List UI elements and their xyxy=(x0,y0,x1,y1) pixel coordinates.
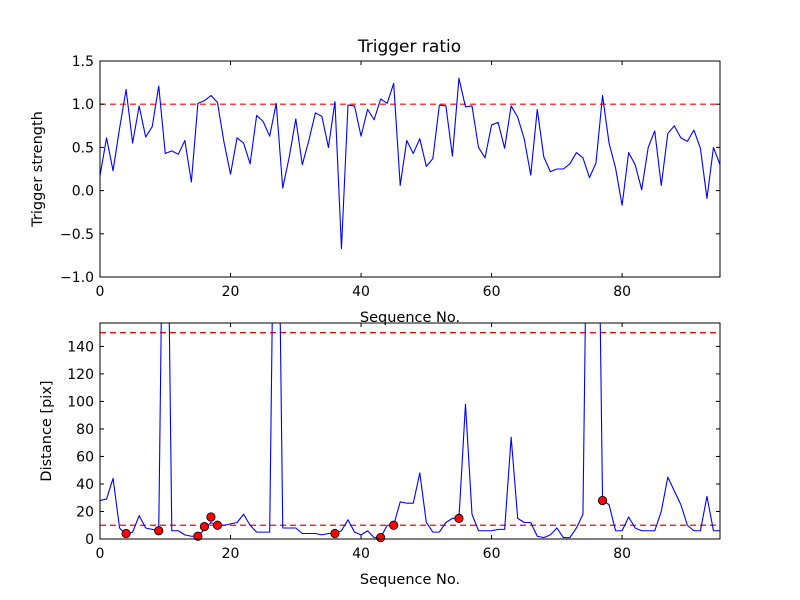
y-axis-ticks: −1.0 −0.5 0.0 0.5 1.0 1.5 xyxy=(60,54,720,286)
data-point xyxy=(193,531,203,541)
y-tick-label: 80 xyxy=(76,422,94,438)
x-axis-ticks: 0 20 40 60 80 xyxy=(96,323,631,562)
y-tick-label: 1.5 xyxy=(72,54,94,70)
x-axis-label: Sequence No. xyxy=(360,310,460,326)
x-tick-label: 40 xyxy=(352,546,370,562)
data-point xyxy=(330,528,340,539)
x-tick-label: 40 xyxy=(352,284,370,300)
y-tick-label: 40 xyxy=(76,477,94,493)
x-tick-label: 20 xyxy=(222,546,240,562)
y-tick-label: 0 xyxy=(85,532,94,548)
data-point xyxy=(199,522,210,532)
distance-chart: 0 20 40 60 80 0 20 40 60 80 100 120 140 Sequence No… xyxy=(39,322,721,588)
y-tick-label: 100 xyxy=(67,394,94,410)
data-point xyxy=(121,528,131,539)
chart-title: Trigger ratio xyxy=(357,37,461,57)
data-point xyxy=(206,512,216,522)
series-group xyxy=(100,77,720,250)
marker-group xyxy=(121,495,608,543)
data-point xyxy=(454,513,464,523)
y-tick-label: 140 xyxy=(67,339,94,355)
y-tick-label: 20 xyxy=(76,504,94,520)
x-axis-label: Sequence No. xyxy=(360,572,460,588)
data-point xyxy=(376,533,386,543)
y-axis-label: Distance [pix] xyxy=(39,380,55,481)
data-point xyxy=(154,526,164,536)
y-tick-label: 120 xyxy=(67,367,94,383)
series-line xyxy=(100,77,720,250)
plot-frame xyxy=(99,60,721,278)
y-tick-label: 0.0 xyxy=(72,184,94,200)
x-tick-label: 0 xyxy=(96,284,105,300)
y-tick-label: −0.5 xyxy=(60,227,94,243)
data-point xyxy=(212,520,223,530)
x-tick-label: 60 xyxy=(483,546,501,562)
y-axis-ticks: 0 20 40 60 80 100 120 140 xyxy=(67,339,720,548)
y-tick-label: −1.0 xyxy=(60,270,94,286)
x-tick-label: 80 xyxy=(613,284,631,300)
x-tick-label: 20 xyxy=(222,284,240,300)
data-point xyxy=(597,495,608,506)
y-tick-label: 1.0 xyxy=(72,97,94,113)
y-tick-label: 60 xyxy=(76,449,94,465)
data-point xyxy=(389,520,399,530)
x-tick-label: 60 xyxy=(483,284,501,300)
x-tick-label: 80 xyxy=(613,546,631,562)
trigger-ratio-chart: Trigger ratio 0 20 40 60 80 −1.0 −0.5 0.0 0.5 1.… xyxy=(30,37,721,326)
x-axis-ticks: 0 20 40 60 80 xyxy=(96,61,631,300)
x-tick-label: 0 xyxy=(96,546,105,562)
y-axis-label: Trigger strength xyxy=(30,111,46,228)
plot-frame xyxy=(99,322,721,540)
y-tick-label: 0.5 xyxy=(72,140,94,156)
